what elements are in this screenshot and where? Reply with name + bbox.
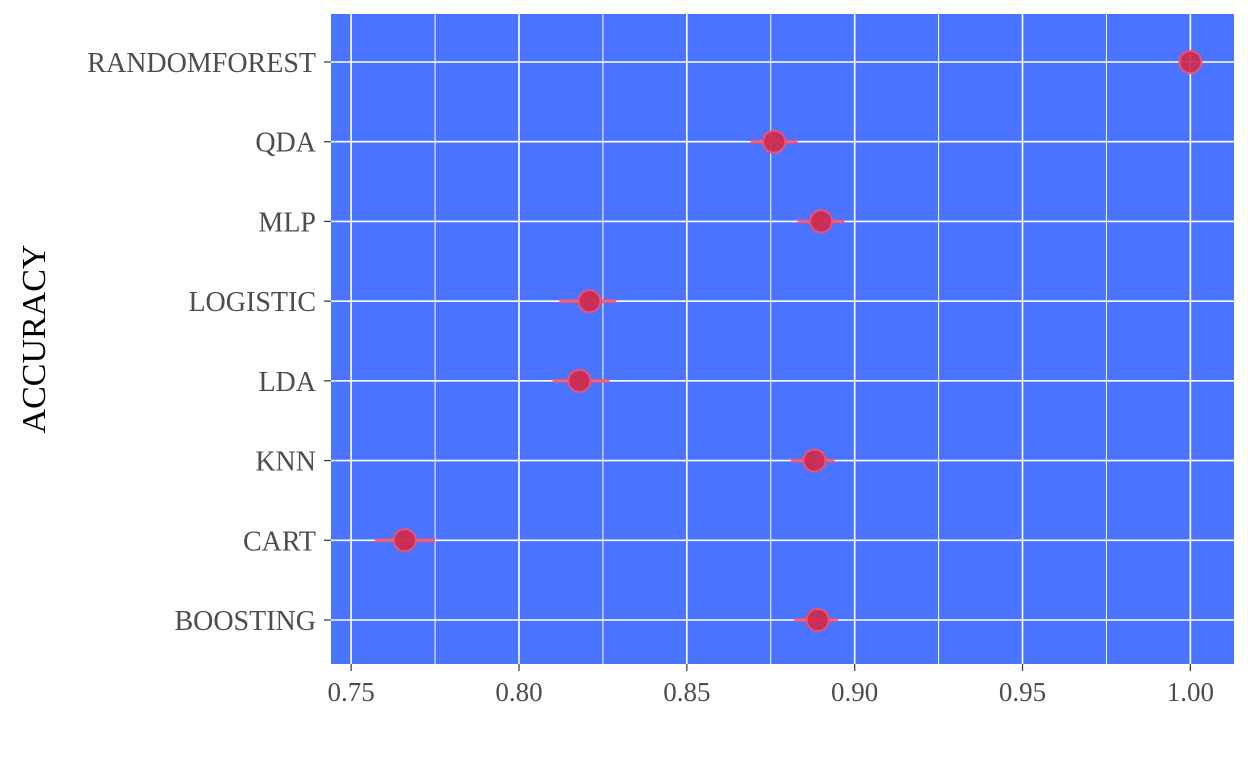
accuracy-point — [802, 448, 827, 473]
y-tick-label: BOOSTING — [174, 606, 316, 637]
y-tick-label: QDA — [255, 128, 316, 159]
x-tick-label: 0.90 — [831, 677, 878, 707]
accuracy-point — [809, 209, 834, 234]
accuracy-point — [567, 368, 592, 393]
x-tick-label: 0.85 — [663, 677, 710, 707]
x-tick-label: 0.75 — [328, 677, 375, 707]
y-tick-label: KNN — [255, 447, 316, 478]
axes: 0.75 0.80 0.85 0.90 0.95 1.00 BOOSTING CART KNN L… — [87, 48, 1214, 707]
accuracy-point — [577, 289, 602, 314]
y-tick-label: LDA — [258, 367, 316, 398]
y-tick-label: CART — [243, 526, 316, 557]
y-tick-label: RANDOMFOREST — [87, 48, 316, 79]
x-tick-label: 0.80 — [495, 677, 542, 707]
y-axis-title: ACCURACY — [16, 245, 53, 434]
x-tick-label: 1.00 — [1167, 677, 1214, 707]
accuracy-point — [1178, 50, 1203, 74]
y-tick-label: LOGISTIC — [188, 287, 316, 318]
y-tick-label: MLP — [258, 207, 316, 238]
accuracy-point — [392, 528, 417, 553]
data-marks — [374, 50, 1203, 632]
accuracy-point — [762, 129, 787, 154]
x-tick-label: 0.95 — [999, 677, 1046, 707]
accuracy-point — [805, 607, 830, 632]
plot-panel — [331, 14, 1234, 664]
